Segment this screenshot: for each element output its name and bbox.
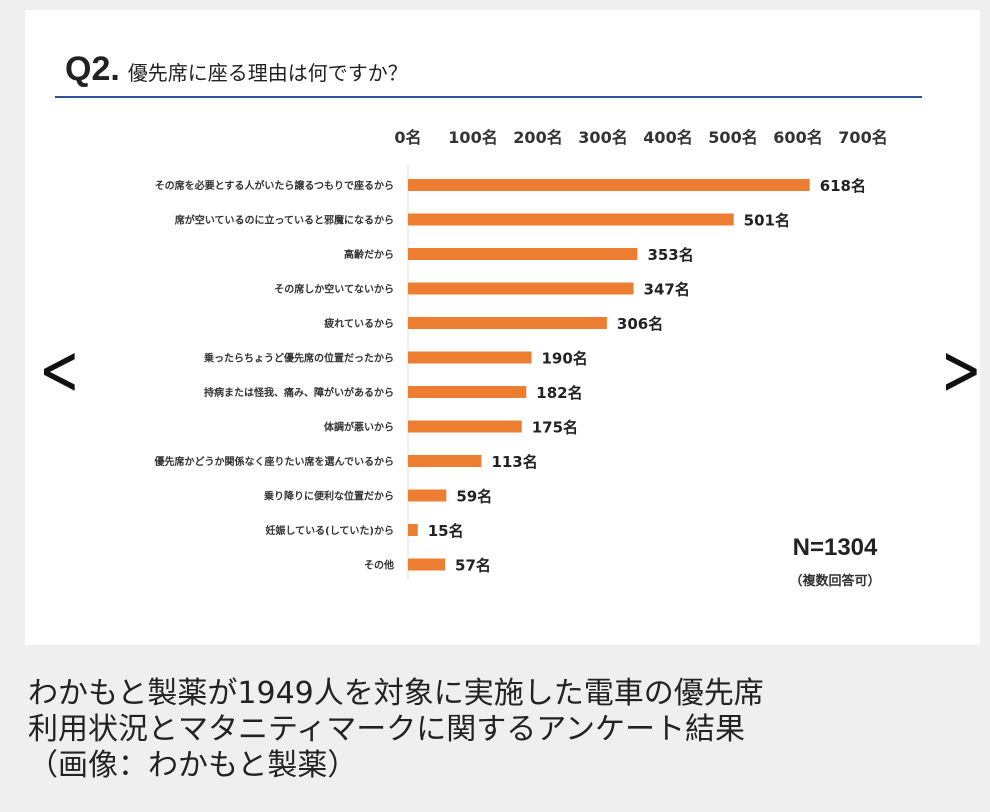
bar xyxy=(408,179,810,191)
x-tick-label: 700名 xyxy=(838,128,887,147)
category-label: 乗ったらちょうど優先席の位置だったから xyxy=(203,352,394,365)
data-label: 15名 xyxy=(428,522,464,540)
bar xyxy=(408,455,482,467)
bar xyxy=(408,351,532,364)
x-tick-label: 300名 xyxy=(578,128,627,147)
multiple-answer-note: （複数回答可） xyxy=(789,573,880,589)
bar xyxy=(408,248,638,260)
category-label: その席しか空いてないから xyxy=(274,283,394,296)
bar xyxy=(408,558,446,571)
category-label: 体調が悪いから xyxy=(324,421,394,434)
x-tick-label: 200名 xyxy=(513,128,562,147)
caption-line: （画像：わかもと製薬） xyxy=(28,748,358,783)
category-label: 高齢だから xyxy=(344,248,394,261)
category-label: 持病または怪我、痛み、障がいがあるから xyxy=(204,386,394,399)
data-label: 175名 xyxy=(532,419,578,437)
bar xyxy=(408,524,418,536)
title-underline xyxy=(55,96,922,98)
bar xyxy=(408,489,447,502)
caption-line: 利用状況とマタニティマークに関するアンケート結果 xyxy=(28,712,745,747)
data-label: 618名 xyxy=(820,177,866,195)
category-label: 妊娠している(していた)から xyxy=(265,524,394,537)
sample-size: N=1304 xyxy=(793,534,878,561)
chart-title: Q2. 優先席に座る理由は何ですか？ xyxy=(65,50,408,89)
bar xyxy=(408,420,522,433)
caption-line: わかもと製薬が1949人を対象に実施した電車の優先席 xyxy=(28,676,764,711)
category-label: 優先席かどうか関係なく座りたい席を選んでいるから xyxy=(154,455,395,468)
data-label: 347名 xyxy=(644,281,690,299)
data-label: 353名 xyxy=(647,246,693,264)
bar xyxy=(408,317,607,329)
category-label: その席を必要とする人がいたら譲るつもりで座るから xyxy=(155,179,394,192)
x-tick-label: 100名 xyxy=(448,128,497,147)
bar xyxy=(408,282,634,295)
bar xyxy=(408,213,734,226)
bar xyxy=(408,386,527,398)
question-text: 優先席に座る理由は何ですか？ xyxy=(127,61,408,85)
x-tick-label: 400名 xyxy=(643,128,692,147)
data-label: 113名 xyxy=(491,453,537,471)
data-label: 182名 xyxy=(536,384,582,402)
data-label: 501名 xyxy=(744,212,790,230)
data-label: 57名 xyxy=(455,557,491,575)
category-label: 疲れているから xyxy=(324,317,394,330)
category-label: 乗り降りに便利な位置だから xyxy=(263,490,394,503)
prev-arrow-icon[interactable]: < xyxy=(38,329,80,411)
data-label: 306名 xyxy=(617,315,663,333)
category-label: その他 xyxy=(364,559,394,572)
category-label: 席が空いているのに立っていると邪魔になるから xyxy=(175,214,394,227)
question-number: Q2. xyxy=(65,50,120,88)
data-label: 190名 xyxy=(542,350,588,368)
x-tick-label: 500名 xyxy=(708,128,757,147)
caption: わかもと製薬が1949人を対象に実施した電車の優先席 利用状況とマタニティマーク… xyxy=(28,676,764,784)
data-label: 59名 xyxy=(456,488,492,506)
x-tick-label: 0名 xyxy=(394,128,421,147)
x-tick-label: 600名 xyxy=(773,128,822,147)
next-arrow-icon[interactable]: > xyxy=(940,329,982,411)
